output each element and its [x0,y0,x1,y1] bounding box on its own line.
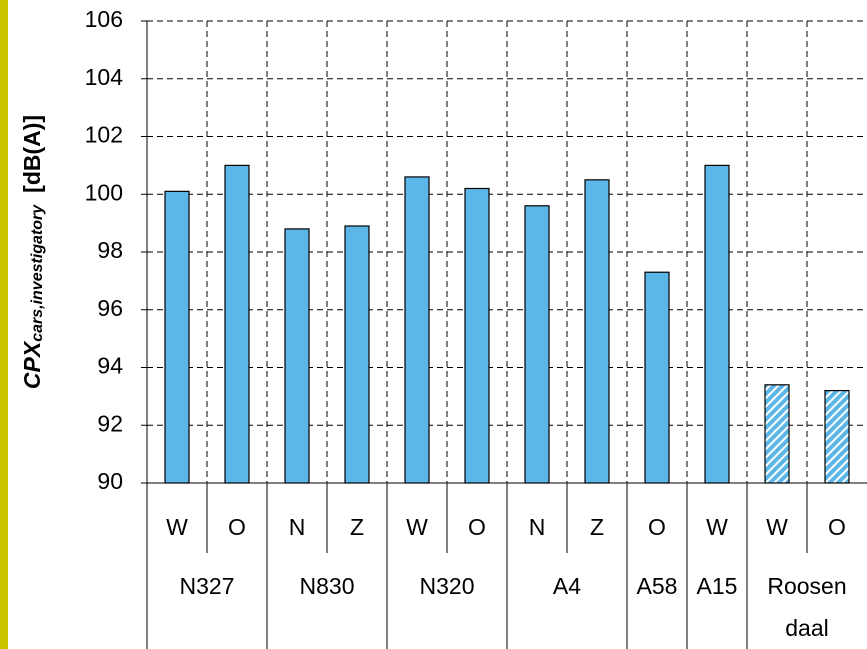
bar [224,164,250,484]
x-tick-label: O [468,514,486,540]
y-tick-label: 104 [85,64,124,90]
x-tick-label: W [406,514,428,540]
y-tick-label: 106 [85,6,123,32]
side-stripe [0,0,8,649]
group-label: daal [785,615,828,641]
bar [344,225,370,484]
group-label: A4 [553,573,581,599]
bar [404,176,430,484]
group-label: A15 [697,573,738,599]
bar [524,205,550,484]
group-label: A58 [637,573,678,599]
y-tick-label: 92 [97,410,123,436]
bar [164,190,190,484]
bar [464,187,490,484]
y-tick-label: 98 [97,237,123,263]
bar [644,271,670,484]
y-tick-label: 102 [85,122,123,148]
x-tick-label: W [706,514,728,540]
x-tick-label: W [166,514,188,540]
y-tick-label: 100 [85,179,123,205]
x-tick-label: O [228,514,246,540]
y-tick-label: 90 [97,468,123,494]
bar [704,164,730,484]
x-tick-label: O [648,514,666,540]
x-tick-label: Z [590,514,604,540]
x-tick-label: W [766,514,788,540]
y-tick-label: 96 [97,295,123,321]
group-label: N327 [180,573,235,599]
bar [824,390,850,484]
y-axis-label: CPXcars,investigatory[dB(A)] [19,115,46,389]
bar [584,179,610,484]
bar [284,228,310,484]
x-tick-label: O [828,514,846,540]
x-tick-label: N [289,514,306,540]
group-label: Roosen [767,573,846,599]
group-label: N320 [420,573,475,599]
group-label: N830 [300,573,355,599]
x-tick-label: N [529,514,546,540]
x-tick-label: Z [350,514,364,540]
y-tick-label: 94 [97,353,123,379]
bar [764,384,790,484]
